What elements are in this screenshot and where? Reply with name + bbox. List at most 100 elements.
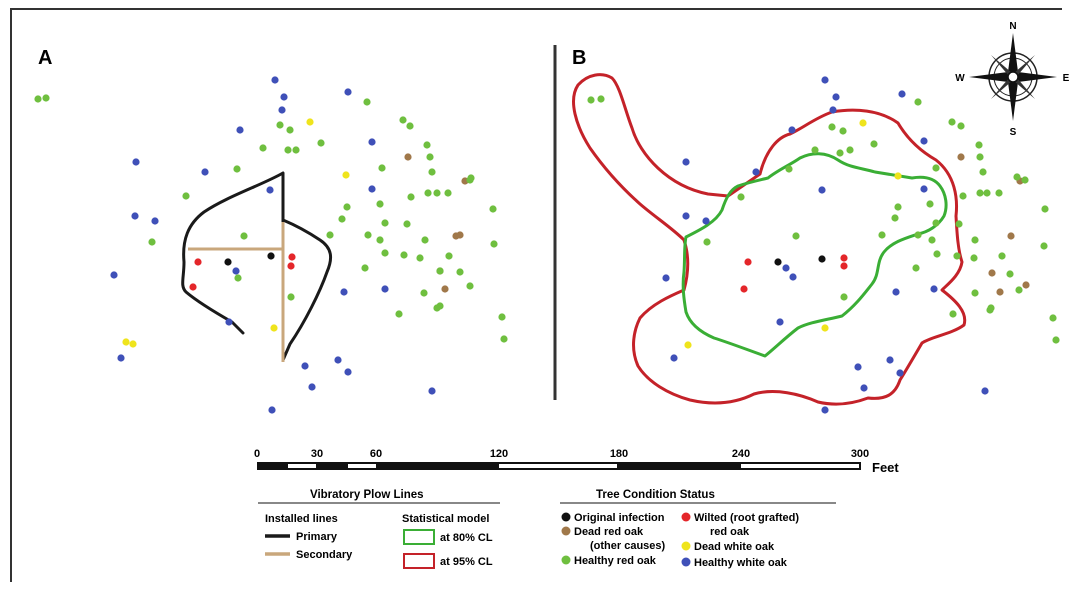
healthy-red-oak-tree	[490, 240, 498, 248]
healthy-red-oak-tree	[317, 139, 325, 147]
legend-wilted-label: Wilted (root grafted)	[694, 512, 799, 524]
healthy-white-oak-tree	[131, 212, 139, 220]
healthy-white-oak-tree	[201, 168, 209, 176]
healthy-red-oak-tree	[148, 238, 156, 246]
scale-segment-light-3	[499, 464, 617, 468]
healthy-red-oak-tree	[363, 98, 371, 106]
healthy-white-oak-tree	[344, 368, 352, 376]
healthy-red-oak-tree	[42, 94, 50, 102]
legend-secondary-label: Secondary	[296, 549, 353, 561]
compass-center	[1007, 71, 1019, 83]
healthy-red-oak-tree	[846, 146, 854, 154]
healthy-red-oak-tree	[292, 146, 300, 154]
original-infection-tree	[267, 252, 275, 260]
compass-ne-point	[1013, 55, 1035, 77]
healthy-white-oak-tree	[832, 93, 840, 101]
wilted-red-oak-tree	[840, 254, 848, 262]
healthy-red-oak-tree	[234, 274, 242, 282]
healthy-white-oak-tree	[308, 383, 316, 391]
scale-tick-60: 60	[370, 448, 382, 460]
healthy-red-oak-tree	[423, 141, 431, 149]
healthy-white-oak-tree	[898, 90, 906, 98]
healthy-white-oak-tree	[670, 354, 678, 362]
panel-b-model-boundaries	[572, 73, 967, 406]
healthy-white-oak-tree	[132, 158, 140, 166]
healthy-red-oak-tree	[914, 98, 922, 106]
legend-wilted-label-2: red oak	[710, 526, 750, 538]
dead-white-oak-tree	[270, 324, 278, 332]
healthy-red-oak-tree	[979, 168, 987, 176]
healthy-red-oak-tree	[233, 165, 241, 173]
healthy-red-oak-tree	[587, 96, 595, 104]
healthy-red-oak-tree	[421, 236, 429, 244]
legend-model-header: Statistical model	[402, 513, 489, 525]
healthy-red-oak-tree	[182, 192, 190, 200]
healthy-red-oak-tree	[276, 121, 284, 129]
healthy-red-oak-tree	[870, 140, 878, 148]
healthy-red-oak-tree	[466, 282, 474, 290]
healthy-white-oak-tree	[920, 185, 928, 193]
legend-installed-header: Installed lines	[265, 513, 338, 525]
healthy-white-oak-tree	[340, 288, 348, 296]
legend-cl80-label: at 80% CL	[440, 532, 493, 544]
healthy-red-oak-tree	[1040, 242, 1048, 250]
healthy-white-oak-tree	[266, 186, 274, 194]
healthy-red-oak-tree	[406, 122, 414, 130]
healthy-white-oak-tree	[662, 274, 670, 282]
dead-white-oak-tree	[122, 338, 130, 346]
healthy-red-oak-tree	[361, 264, 369, 272]
healthy-red-oak-tree	[376, 200, 384, 208]
healthy-red-oak-tree	[975, 141, 983, 149]
legend-original-label: Original infection	[574, 512, 665, 524]
healthy-red-oak-tree	[416, 254, 424, 262]
scale-segment-light-2	[348, 464, 376, 468]
healthy-red-oak-tree	[433, 189, 441, 197]
healthy-red-oak-tree	[983, 189, 991, 197]
healthy-white-oak-tree	[110, 271, 118, 279]
healthy-white-oak-tree	[896, 369, 904, 377]
healthy-white-oak-tree	[920, 137, 928, 145]
healthy-white-oak-tree	[232, 267, 240, 275]
healthy-white-oak-tree	[682, 212, 690, 220]
healthy-red-oak-tree	[976, 153, 984, 161]
compass-s-label: S	[1010, 127, 1017, 138]
healthy-white-oak-tree	[268, 406, 276, 414]
legend-healthy-white-swatch	[681, 557, 691, 567]
healthy-red-oak-tree	[953, 252, 961, 260]
healthy-white-oak-tree	[789, 273, 797, 281]
healthy-red-oak-tree	[914, 231, 922, 239]
healthy-white-oak-tree	[776, 318, 784, 326]
healthy-red-oak-tree	[456, 268, 464, 276]
compass-n-label: N	[1009, 21, 1016, 32]
wilted-red-oak-tree	[288, 253, 296, 261]
wilted-red-oak-tree	[287, 262, 295, 270]
healthy-red-oak-tree	[792, 232, 800, 240]
compass-east-point	[1013, 72, 1057, 82]
healthy-red-oak-tree	[785, 165, 793, 173]
healthy-red-oak-tree	[343, 203, 351, 211]
dead-red-oak-tree	[456, 231, 464, 239]
healthy-red-oak-tree	[424, 189, 432, 197]
legend-dead-white-swatch	[681, 541, 691, 551]
healthy-white-oak-tree	[854, 363, 862, 371]
dead-white-oak-tree	[129, 340, 137, 348]
healthy-white-oak-tree	[117, 354, 125, 362]
healthy-red-oak-tree	[932, 219, 940, 227]
healthy-red-oak-tree	[971, 289, 979, 297]
legend-plow-title: Vibratory Plow Lines	[310, 489, 424, 501]
healthy-red-oak-tree	[955, 220, 963, 228]
dead-white-oak-tree	[342, 171, 350, 179]
panel-b-label: B	[572, 47, 586, 69]
healthy-white-oak-tree	[151, 217, 159, 225]
healthy-white-oak-tree	[344, 88, 352, 96]
healthy-red-oak-tree	[1006, 270, 1014, 278]
original-infection-tree	[774, 258, 782, 266]
scale-segment-light-4	[741, 464, 859, 468]
healthy-red-oak-tree	[286, 126, 294, 134]
legend-tree-title: Tree Condition Status	[596, 489, 715, 501]
wilted-red-oak-tree	[194, 258, 202, 266]
healthy-white-oak-tree	[368, 185, 376, 193]
healthy-red-oak-tree	[500, 335, 508, 343]
healthy-red-oak-tree	[933, 250, 941, 258]
healthy-red-oak-tree	[284, 146, 292, 154]
